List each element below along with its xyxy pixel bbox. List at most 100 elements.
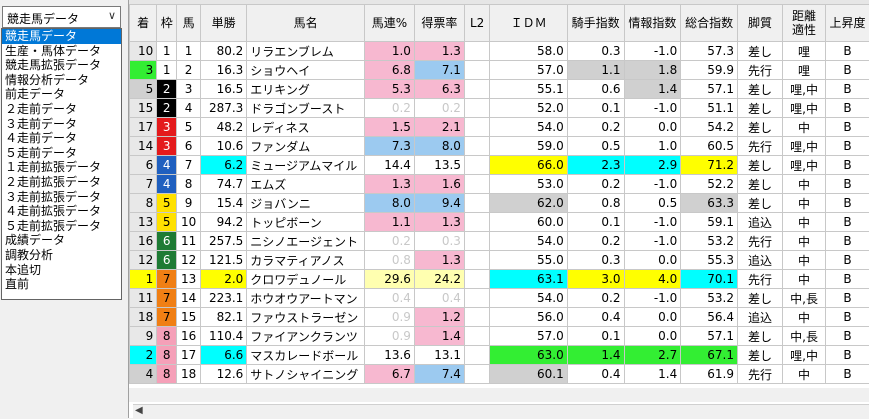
cell-waku[interactable]: 3 <box>157 137 177 156</box>
cell-renritsu[interactable]: 6.8 <box>364 61 414 80</box>
cell-tokuhyo[interactable]: 0.3 <box>414 232 464 251</box>
cell-sogo[interactable]: 55.3 <box>681 251 738 270</box>
cell-name[interactable]: エリキング <box>247 80 365 99</box>
cell-sogo[interactable]: 53.2 <box>681 289 738 308</box>
cell-kyakushitsu[interactable]: 先行 <box>738 137 783 156</box>
cell-chaku[interactable]: 18 <box>130 308 157 327</box>
cell-renritsu[interactable]: 0.9 <box>364 327 414 346</box>
cell-sogo[interactable]: 59.1 <box>681 213 738 232</box>
cell-kyakushitsu[interactable]: 差し <box>738 80 783 99</box>
cell-renritsu[interactable]: 0.4 <box>364 289 414 308</box>
cell-sogo[interactable]: 61.9 <box>681 365 738 384</box>
cell-kishu[interactable]: 0.4 <box>567 308 624 327</box>
cell-renritsu[interactable]: 8.0 <box>364 194 414 213</box>
col-header-tansho[interactable]: 単勝 <box>200 5 246 42</box>
cell-tansho[interactable]: 94.2 <box>200 213 246 232</box>
cell-kyori[interactable]: 中 <box>783 118 826 137</box>
cell-joshodo[interactable]: B <box>826 42 869 61</box>
col-header-renritsu[interactable]: 馬連% <box>364 5 414 42</box>
cell-waku[interactable]: 8 <box>157 346 177 365</box>
cell-uma[interactable]: 16 <box>177 327 201 346</box>
cell-tansho[interactable]: 10.6 <box>200 137 246 156</box>
cell-tansho[interactable]: 74.7 <box>200 175 246 194</box>
dropdown-item[interactable]: 成績データ <box>2 233 121 248</box>
cell-sogo[interactable]: 56.4 <box>681 308 738 327</box>
cell-sogo[interactable]: 59.9 <box>681 61 738 80</box>
cell-l2[interactable] <box>464 365 489 384</box>
cell-kishu[interactable]: 0.4 <box>567 365 624 384</box>
cell-kyori[interactable]: 中,長 <box>783 289 826 308</box>
cell-joho[interactable]: 0.0 <box>624 118 681 137</box>
cell-idm[interactable]: 57.0 <box>490 61 567 80</box>
cell-uma[interactable]: 5 <box>177 118 201 137</box>
cell-renritsu[interactable]: 1.0 <box>364 42 414 61</box>
cell-waku[interactable]: 4 <box>157 175 177 194</box>
cell-kyakushitsu[interactable]: 先行 <box>738 61 783 80</box>
cell-name[interactable]: リラエンブレム <box>247 42 365 61</box>
cell-chaku[interactable]: 6 <box>130 156 157 175</box>
col-header-waku[interactable]: 枠 <box>157 5 177 42</box>
cell-tokuhyo[interactable]: 7.4 <box>414 365 464 384</box>
cell-uma[interactable]: 18 <box>177 365 201 384</box>
cell-l2[interactable] <box>464 118 489 137</box>
dropdown-item[interactable]: ２走前拡張データ <box>2 175 121 190</box>
cell-waku[interactable]: 8 <box>157 327 177 346</box>
cell-chaku[interactable]: 8 <box>130 194 157 213</box>
cell-kyakushitsu[interactable]: 差し <box>738 118 783 137</box>
cell-joho[interactable]: 1.4 <box>624 365 681 384</box>
cell-kishu[interactable]: 3.0 <box>567 270 624 289</box>
cell-joshodo[interactable]: B <box>826 137 869 156</box>
cell-idm[interactable]: 54.0 <box>490 118 567 137</box>
cell-tansho[interactable]: 2.0 <box>200 270 246 289</box>
cell-chaku[interactable]: 14 <box>130 137 157 156</box>
cell-name[interactable]: ショウヘイ <box>247 61 365 80</box>
cell-l2[interactable] <box>464 251 489 270</box>
cell-kyori[interactable]: 中 <box>783 194 826 213</box>
cell-waku[interactable]: 5 <box>157 213 177 232</box>
cell-uma[interactable]: 10 <box>177 213 201 232</box>
cell-renritsu[interactable]: 5.3 <box>364 80 414 99</box>
cell-uma[interactable]: 8 <box>177 175 201 194</box>
col-header-uma[interactable]: 馬 <box>177 5 201 42</box>
cell-kishu[interactable]: 0.2 <box>567 175 624 194</box>
dropdown-item[interactable]: 前走データ <box>2 87 121 102</box>
cell-name[interactable]: ファウストラーゼン <box>247 308 365 327</box>
cell-tansho[interactable]: 287.3 <box>200 99 246 118</box>
cell-kyori[interactable]: 中,長 <box>783 327 826 346</box>
cell-joho[interactable]: 0.0 <box>624 308 681 327</box>
cell-chaku[interactable]: 15 <box>130 99 157 118</box>
cell-renritsu[interactable]: 1.1 <box>364 213 414 232</box>
cell-joshodo[interactable]: B <box>826 80 869 99</box>
cell-joshodo[interactable]: B <box>826 270 869 289</box>
cell-kishu[interactable]: 0.6 <box>567 80 624 99</box>
cell-uma[interactable]: 9 <box>177 194 201 213</box>
cell-name[interactable]: ファンダム <box>247 137 365 156</box>
cell-joho[interactable]: -1.0 <box>624 289 681 308</box>
cell-waku[interactable]: 7 <box>157 308 177 327</box>
cell-sogo[interactable]: 51.1 <box>681 99 738 118</box>
cell-joho[interactable]: 1.4 <box>624 80 681 99</box>
dropdown-item[interactable]: 競走馬データ <box>2 29 121 44</box>
cell-kyakushitsu[interactable]: 差し <box>738 42 783 61</box>
cell-kyori[interactable]: 哩,中 <box>783 137 826 156</box>
cell-idm[interactable]: 57.0 <box>490 327 567 346</box>
cell-tokuhyo[interactable]: 2.1 <box>414 118 464 137</box>
cell-kyakushitsu[interactable]: 先行 <box>738 270 783 289</box>
cell-sogo[interactable]: 70.1 <box>681 270 738 289</box>
cell-joho[interactable]: 0.0 <box>624 251 681 270</box>
cell-uma[interactable]: 14 <box>177 289 201 308</box>
cell-sogo[interactable]: 57.3 <box>681 42 738 61</box>
cell-chaku[interactable]: 7 <box>130 175 157 194</box>
cell-joho[interactable]: -1.0 <box>624 232 681 251</box>
cell-waku[interactable]: 2 <box>157 99 177 118</box>
cell-uma[interactable]: 6 <box>177 137 201 156</box>
cell-sogo[interactable]: 67.1 <box>681 346 738 365</box>
cell-name[interactable]: サトノシャイニング <box>247 365 365 384</box>
cell-chaku[interactable]: 13 <box>130 213 157 232</box>
